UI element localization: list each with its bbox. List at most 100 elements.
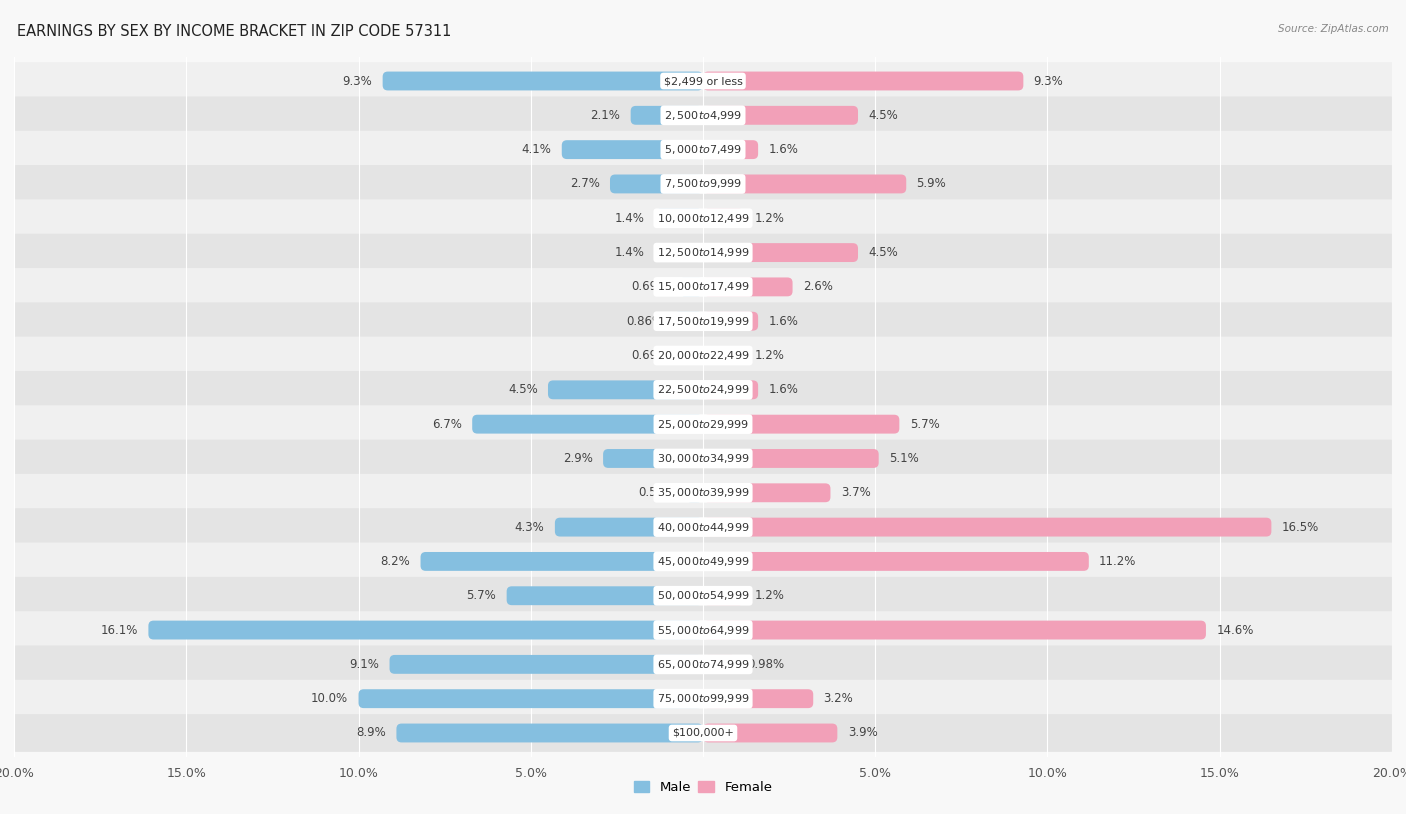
Text: 5.9%: 5.9% <box>917 177 946 190</box>
Text: $65,000 to $74,999: $65,000 to $74,999 <box>657 658 749 671</box>
FancyBboxPatch shape <box>420 552 703 571</box>
FancyBboxPatch shape <box>703 689 813 708</box>
FancyBboxPatch shape <box>679 278 703 296</box>
FancyBboxPatch shape <box>655 209 703 228</box>
FancyBboxPatch shape <box>1 680 1405 718</box>
Text: 2.9%: 2.9% <box>562 452 593 465</box>
Text: $5,000 to $7,499: $5,000 to $7,499 <box>664 143 742 156</box>
Text: $20,000 to $22,499: $20,000 to $22,499 <box>657 349 749 362</box>
FancyBboxPatch shape <box>703 174 907 194</box>
Text: 0.69%: 0.69% <box>631 349 669 362</box>
FancyBboxPatch shape <box>359 689 703 708</box>
Text: $17,500 to $19,999: $17,500 to $19,999 <box>657 315 749 328</box>
FancyBboxPatch shape <box>396 724 703 742</box>
FancyBboxPatch shape <box>1 611 1405 649</box>
Text: 1.4%: 1.4% <box>614 246 644 259</box>
FancyBboxPatch shape <box>472 414 703 434</box>
Text: $15,000 to $17,499: $15,000 to $17,499 <box>657 280 749 293</box>
FancyBboxPatch shape <box>1 96 1405 134</box>
Text: $2,500 to $4,999: $2,500 to $4,999 <box>664 109 742 122</box>
FancyBboxPatch shape <box>1 199 1405 237</box>
Text: Source: ZipAtlas.com: Source: ZipAtlas.com <box>1278 24 1389 34</box>
FancyBboxPatch shape <box>703 586 744 605</box>
Text: 2.6%: 2.6% <box>803 280 832 293</box>
FancyBboxPatch shape <box>1 577 1405 615</box>
FancyBboxPatch shape <box>703 449 879 468</box>
FancyBboxPatch shape <box>610 174 703 194</box>
Text: 9.1%: 9.1% <box>349 658 380 671</box>
Text: 1.6%: 1.6% <box>769 143 799 156</box>
FancyBboxPatch shape <box>1 508 1405 546</box>
FancyBboxPatch shape <box>389 655 703 674</box>
FancyBboxPatch shape <box>703 209 744 228</box>
Text: $45,000 to $49,999: $45,000 to $49,999 <box>657 555 749 568</box>
Text: 9.3%: 9.3% <box>343 75 373 87</box>
FancyBboxPatch shape <box>1 62 1405 100</box>
Text: $40,000 to $44,999: $40,000 to $44,999 <box>657 521 749 534</box>
Text: 3.2%: 3.2% <box>824 692 853 705</box>
FancyBboxPatch shape <box>703 243 858 262</box>
FancyBboxPatch shape <box>673 312 703 330</box>
Text: 5.7%: 5.7% <box>467 589 496 602</box>
Text: 1.2%: 1.2% <box>755 589 785 602</box>
Text: 4.5%: 4.5% <box>508 383 537 396</box>
FancyBboxPatch shape <box>655 243 703 262</box>
FancyBboxPatch shape <box>149 620 703 640</box>
FancyBboxPatch shape <box>1 268 1405 306</box>
Text: $50,000 to $54,999: $50,000 to $54,999 <box>657 589 749 602</box>
FancyBboxPatch shape <box>703 518 1271 536</box>
Text: $2,499 or less: $2,499 or less <box>664 76 742 86</box>
FancyBboxPatch shape <box>1 131 1405 168</box>
Text: EARNINGS BY SEX BY INCOME BRACKET IN ZIP CODE 57311: EARNINGS BY SEX BY INCOME BRACKET IN ZIP… <box>17 24 451 39</box>
Text: $100,000+: $100,000+ <box>672 728 734 738</box>
FancyBboxPatch shape <box>1 543 1405 580</box>
FancyBboxPatch shape <box>703 312 758 330</box>
Text: 5.1%: 5.1% <box>889 452 918 465</box>
Text: 1.2%: 1.2% <box>755 349 785 362</box>
Text: 2.7%: 2.7% <box>569 177 599 190</box>
FancyBboxPatch shape <box>703 620 1206 640</box>
Text: $55,000 to $64,999: $55,000 to $64,999 <box>657 624 749 637</box>
Text: $35,000 to $39,999: $35,000 to $39,999 <box>657 486 749 499</box>
FancyBboxPatch shape <box>686 484 703 502</box>
Text: 4.1%: 4.1% <box>522 143 551 156</box>
FancyBboxPatch shape <box>703 552 1088 571</box>
FancyBboxPatch shape <box>562 140 703 159</box>
Text: 2.1%: 2.1% <box>591 109 620 122</box>
FancyBboxPatch shape <box>1 405 1405 443</box>
Text: 16.5%: 16.5% <box>1282 521 1319 534</box>
Text: $30,000 to $34,999: $30,000 to $34,999 <box>657 452 749 465</box>
FancyBboxPatch shape <box>703 278 793 296</box>
FancyBboxPatch shape <box>631 106 703 125</box>
FancyBboxPatch shape <box>1 302 1405 340</box>
Text: 1.4%: 1.4% <box>614 212 644 225</box>
FancyBboxPatch shape <box>382 72 703 90</box>
Text: $7,500 to $9,999: $7,500 to $9,999 <box>664 177 742 190</box>
FancyBboxPatch shape <box>703 72 1024 90</box>
FancyBboxPatch shape <box>506 586 703 605</box>
FancyBboxPatch shape <box>703 414 900 434</box>
FancyBboxPatch shape <box>703 106 858 125</box>
FancyBboxPatch shape <box>555 518 703 536</box>
Text: 1.2%: 1.2% <box>755 212 785 225</box>
Text: 3.7%: 3.7% <box>841 486 870 499</box>
FancyBboxPatch shape <box>703 346 744 365</box>
FancyBboxPatch shape <box>1 337 1405 374</box>
FancyBboxPatch shape <box>1 646 1405 683</box>
Text: $12,500 to $14,999: $12,500 to $14,999 <box>657 246 749 259</box>
FancyBboxPatch shape <box>1 234 1405 271</box>
Text: 0.51%: 0.51% <box>638 486 675 499</box>
FancyBboxPatch shape <box>703 655 737 674</box>
FancyBboxPatch shape <box>1 440 1405 477</box>
FancyBboxPatch shape <box>703 724 838 742</box>
Text: 8.2%: 8.2% <box>381 555 411 568</box>
Text: 5.7%: 5.7% <box>910 418 939 431</box>
Text: 10.0%: 10.0% <box>311 692 349 705</box>
Text: 1.6%: 1.6% <box>769 383 799 396</box>
Text: 16.1%: 16.1% <box>101 624 138 637</box>
Text: 0.69%: 0.69% <box>631 280 669 293</box>
FancyBboxPatch shape <box>703 484 831 502</box>
Text: 14.6%: 14.6% <box>1216 624 1254 637</box>
FancyBboxPatch shape <box>603 449 703 468</box>
FancyBboxPatch shape <box>548 380 703 400</box>
